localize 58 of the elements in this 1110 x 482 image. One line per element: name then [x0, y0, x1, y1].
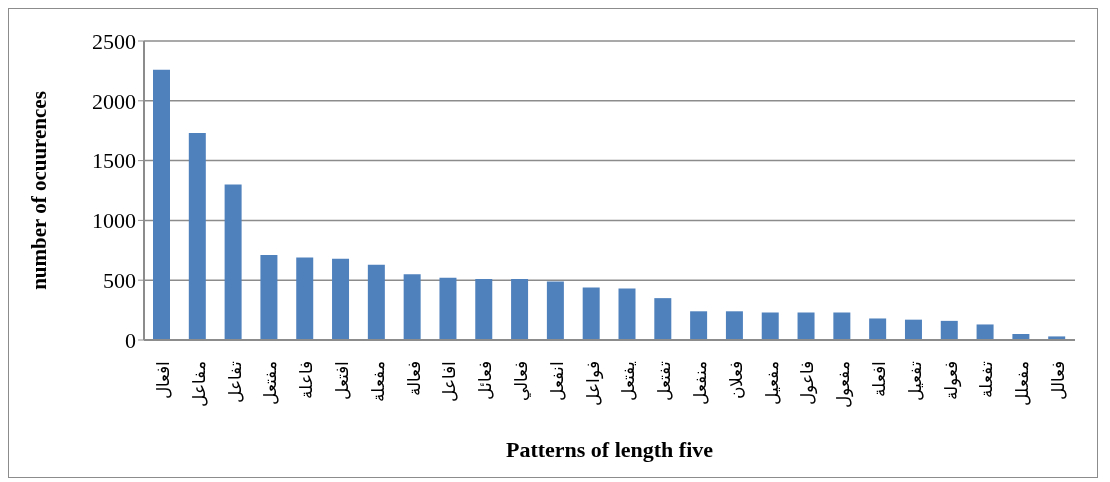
bar	[761, 312, 779, 340]
bar	[904, 319, 922, 340]
bar	[546, 281, 564, 340]
x-tick-label: مفعيل	[762, 361, 782, 405]
x-tick-label: مفعلل	[1013, 361, 1033, 406]
x-tick-label: فعالة	[404, 361, 424, 396]
bar	[654, 298, 672, 340]
bar	[367, 264, 385, 340]
bar	[869, 318, 887, 340]
bar	[940, 320, 958, 340]
x-tick-label: فعالل	[1049, 361, 1069, 400]
bar	[797, 312, 815, 340]
bar	[403, 274, 421, 340]
bar	[296, 257, 314, 340]
x-tick-label: فواعل	[583, 361, 604, 406]
bar	[976, 324, 994, 340]
y-tick-label: 2000	[92, 88, 136, 114]
bar	[332, 258, 350, 340]
y-tick-label: 2500	[92, 28, 136, 54]
x-tick-label: افعلة	[870, 361, 890, 397]
x-tick-label: مفاعل	[189, 361, 209, 407]
x-tick-label: تفعلة	[977, 361, 997, 398]
x-tick-label: مفتعل	[261, 361, 281, 405]
x-axis-title: Patterns of length five	[505, 437, 714, 462]
x-tick-label: فاعلة	[297, 361, 317, 399]
x-tick-label: انفعل	[547, 361, 567, 401]
x-tick-label: افعال	[153, 361, 173, 399]
x-tick-label: تفاعل	[225, 361, 245, 403]
x-tick-label: منفعل	[691, 361, 711, 405]
bar	[511, 279, 529, 340]
x-tick-label: فعائل	[476, 361, 496, 400]
bar	[224, 184, 242, 340]
x-tick-label: مفعلة	[368, 361, 388, 402]
x-tick-label: افاعل	[440, 361, 460, 402]
y-tick-label: 1500	[92, 148, 136, 174]
x-tick-label: فعولة	[941, 361, 962, 400]
bar	[260, 255, 278, 340]
bar	[690, 311, 708, 340]
x-tick-label: مفعول	[834, 361, 855, 408]
bar	[618, 288, 636, 340]
bar	[475, 279, 493, 340]
x-tick-label: افتعل	[332, 361, 352, 400]
x-tick-label: تفعيل	[905, 361, 925, 401]
x-tick-label: تفتعل	[655, 361, 675, 401]
y-tick-label: 500	[103, 268, 136, 294]
y-tick-label: 1000	[92, 208, 136, 234]
bar	[833, 312, 851, 340]
bar	[725, 311, 743, 340]
y-tick-label: 0	[125, 327, 136, 353]
bar	[582, 287, 600, 340]
bar	[188, 133, 206, 340]
bar	[153, 69, 170, 340]
x-tick-label: يفتعل	[619, 361, 639, 401]
x-tick-label: فعلان	[726, 361, 746, 399]
bar	[439, 277, 457, 340]
x-tick-label: فعالي	[511, 361, 531, 401]
x-tick-label: فاعول	[798, 361, 819, 405]
y-axis-title: number of ocuurences	[27, 91, 52, 290]
